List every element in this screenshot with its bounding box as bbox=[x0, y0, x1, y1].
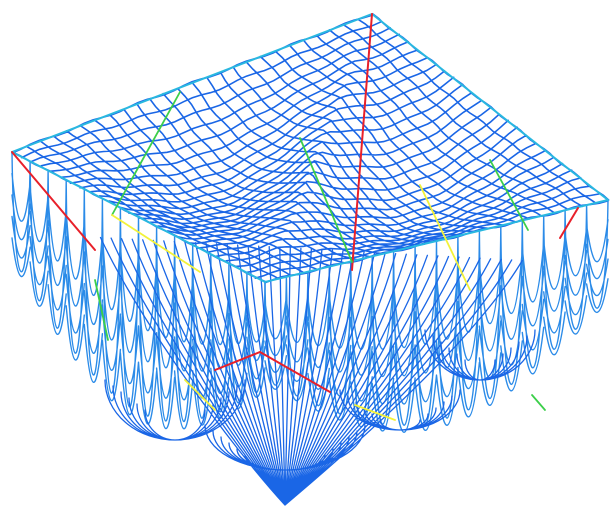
green-edge-5 bbox=[531, 394, 546, 411]
green-edge-1 bbox=[111, 91, 181, 216]
green-edge-4 bbox=[94, 279, 109, 341]
yellow-edge-4 bbox=[354, 404, 396, 421]
green-edge-3 bbox=[489, 159, 529, 231]
lower-edge-red bbox=[214, 350, 331, 393]
central-sag-mesh bbox=[99, 236, 536, 506]
feature-edges bbox=[11, 12, 609, 421]
yellow-edge-3 bbox=[184, 379, 216, 411]
mesh-lines bbox=[11, 13, 610, 506]
ridge-edge-red bbox=[351, 13, 373, 271]
left-edge-red bbox=[11, 151, 96, 251]
right-edge-red bbox=[559, 207, 579, 239]
green-edge-2 bbox=[299, 137, 353, 263]
yellow-edge-1 bbox=[111, 214, 201, 273]
yellow-edge-2 bbox=[419, 184, 471, 291]
